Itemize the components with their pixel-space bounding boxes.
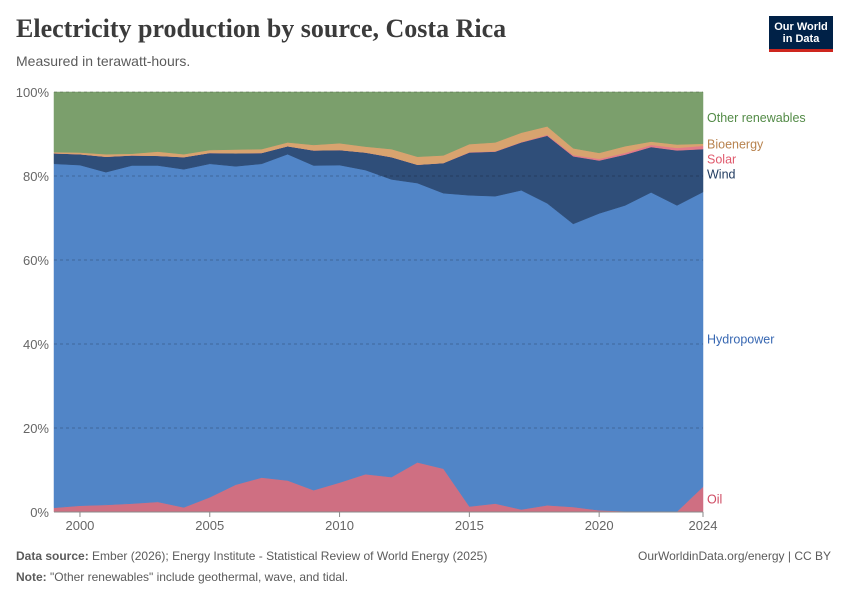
series-label-other-renewables: Other renewables xyxy=(707,111,806,125)
series-label-oil: Oil xyxy=(707,492,722,506)
logo-line-1: Our World xyxy=(774,21,828,33)
x-tick-label: 2015 xyxy=(455,518,484,533)
chart-subtitle: Measured in terawatt-hours. xyxy=(16,53,191,69)
y-tick-label: 60% xyxy=(23,253,49,268)
x-tick-label: 2024 xyxy=(689,518,718,533)
series-label-wind: Wind xyxy=(707,168,736,182)
data-source-label: Data source: xyxy=(16,549,89,563)
stacked-area-chart[interactable]: 0% 20% 40% 60% 80% 100% 2000 2005 2010 2015 2020 20… xyxy=(0,0,850,540)
x-tick-label: 2020 xyxy=(585,518,614,533)
note-line: Note: "Other renewables" include geother… xyxy=(16,570,348,584)
area-other-renewables[interactable] xyxy=(53,91,704,157)
data-source-text[interactable]: Ember (2026); Energy Institute - Statist… xyxy=(92,549,488,563)
note-label: Note: xyxy=(16,570,47,584)
logo-line-2: in Data xyxy=(782,33,820,45)
y-tick-label: 100% xyxy=(16,85,50,100)
x-tick-label: 2000 xyxy=(65,518,94,533)
x-tick-label: 2010 xyxy=(325,518,354,533)
series-label-bioenergy: Bioenergy xyxy=(707,138,764,152)
chart-title: Electricity production by source, Costa … xyxy=(16,14,507,43)
x-tick-label: 2005 xyxy=(195,518,224,533)
y-tick-label: 0% xyxy=(30,505,49,520)
data-source-line: Data source: Ember (2026); Energy Instit… xyxy=(16,549,487,563)
y-tick-label: 20% xyxy=(23,421,49,436)
note-text: "Other renewables" include geothermal, w… xyxy=(50,570,349,584)
owid-logo[interactable]: Our World in Data xyxy=(769,16,833,52)
credit-link[interactable]: OurWorldinData.org/energy | CC BY xyxy=(638,549,831,563)
y-tick-label: 80% xyxy=(23,169,49,184)
series-label-hydropower: Hydropower xyxy=(707,332,774,346)
series-label-solar: Solar xyxy=(707,153,736,167)
y-tick-label: 40% xyxy=(23,337,49,352)
